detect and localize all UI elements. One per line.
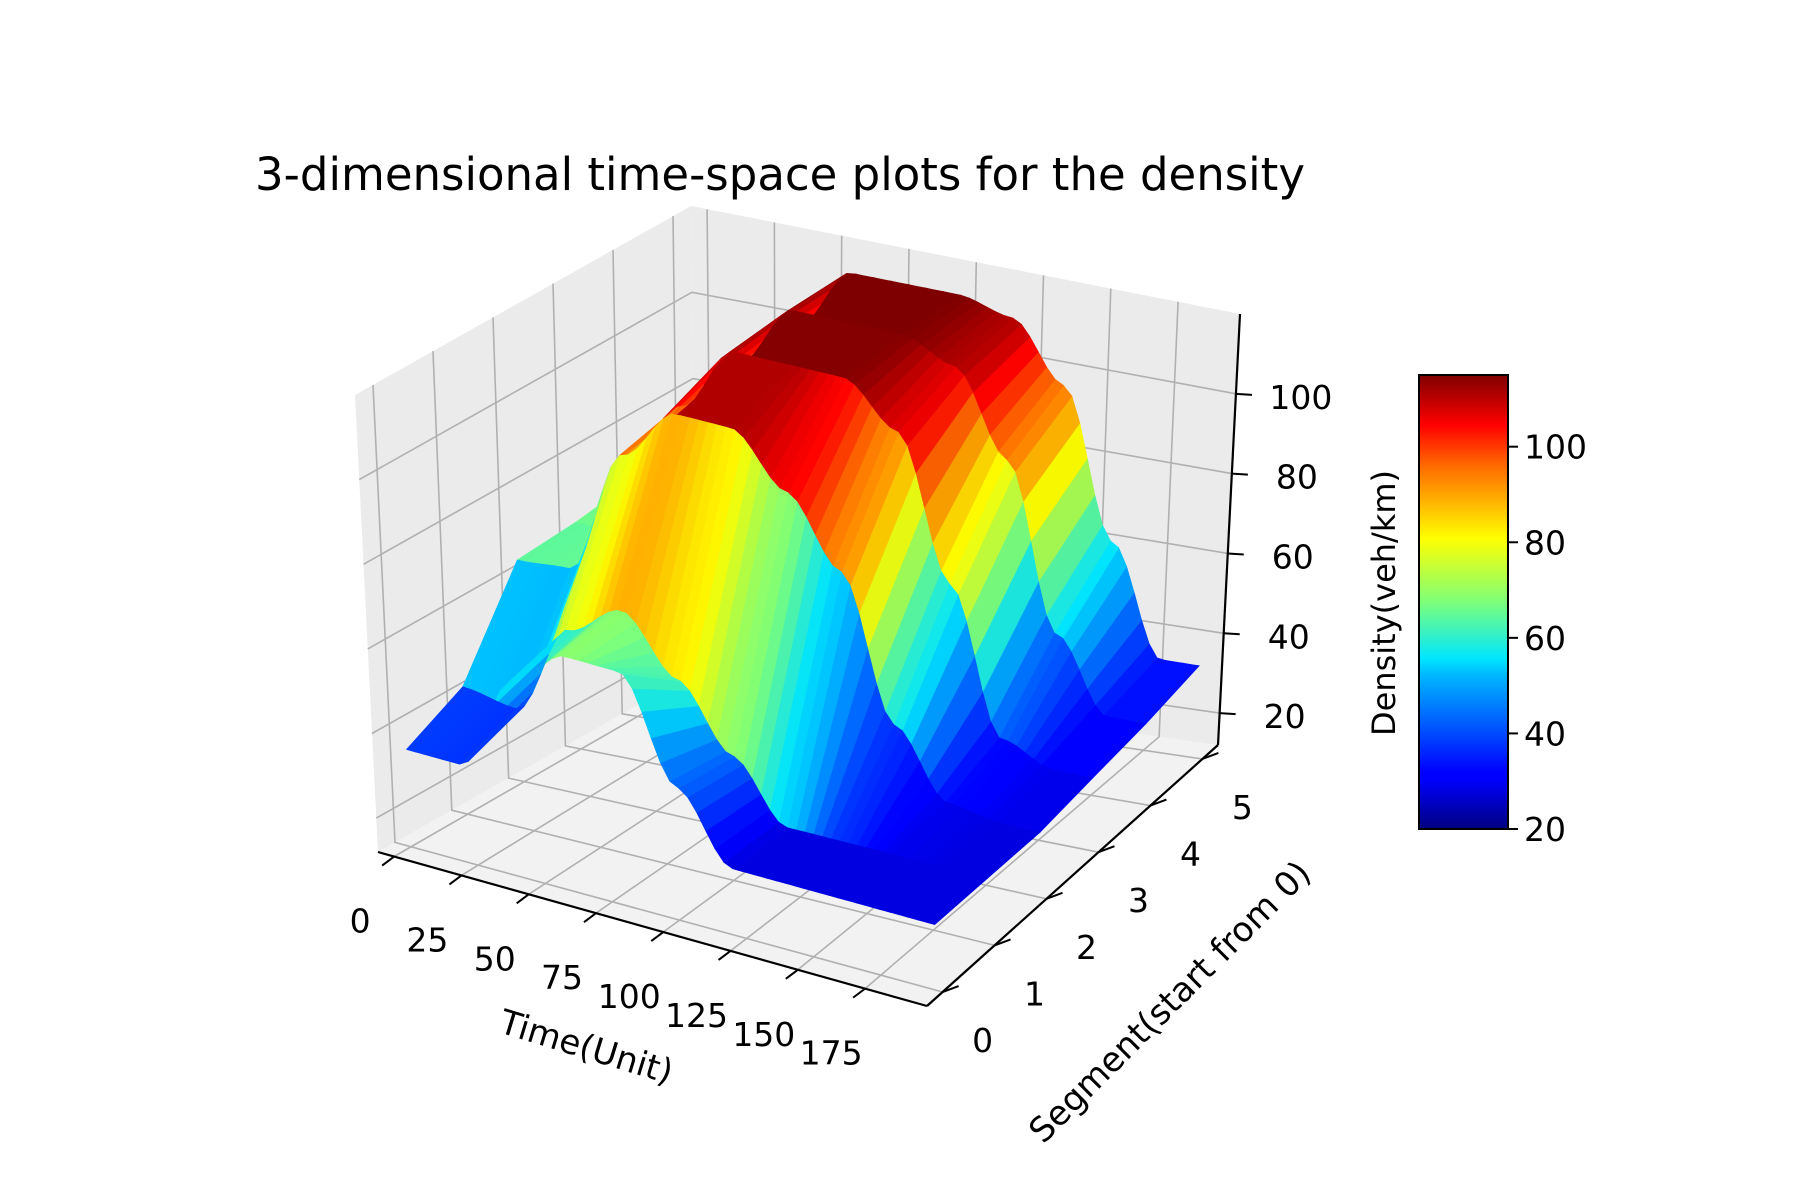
surface-facet [405, 686, 473, 753]
x-tick-label: 150 [732, 1015, 795, 1054]
z-tick-mark [1223, 632, 1240, 636]
x-tick-mark [516, 893, 530, 905]
chart-title: 3-dimensional time-space plots for the d… [255, 148, 1305, 201]
x-tick-mark [448, 874, 463, 886]
y-tick-mark [1202, 752, 1219, 760]
colorbar-gradient [1418, 374, 1509, 830]
y-tick-label: 0 [972, 1021, 993, 1060]
y-tick-mark [942, 985, 959, 993]
y-tick-mark [1098, 845, 1115, 854]
x-tick-mark [650, 931, 664, 942]
x-tick-label: 75 [541, 958, 583, 997]
y-axis-line [926, 744, 1219, 1007]
y-tick-mark [1046, 891, 1063, 900]
z-tick-mark [1227, 552, 1244, 556]
z-tick-label: 80 [1276, 458, 1318, 497]
x-tick-label: 25 [406, 920, 448, 959]
x-gridline [864, 301, 1179, 990]
x-tick-mark [785, 968, 799, 980]
z-tick-label: 60 [1272, 537, 1314, 576]
x-tick-label: 0 [350, 902, 371, 941]
left-back-pane [355, 206, 696, 852]
x-tick-label: 50 [474, 939, 516, 978]
x-tick-mark [583, 912, 597, 923]
z-tick-label: 20 [1264, 697, 1306, 736]
x-tick-label: 175 [800, 1034, 863, 1073]
y-axis-label: Segment(start from 0) [1021, 853, 1319, 1151]
x-axis-line [377, 850, 928, 1008]
colorbar-tick-label: 80 [1524, 523, 1566, 562]
y-tick-label: 3 [1128, 881, 1149, 920]
x-tick-mark [852, 987, 866, 999]
y-tick-label: 5 [1232, 788, 1253, 827]
colorbar-label: Density(veh/km) [1365, 470, 1403, 736]
colorbar-tick-label: 20 [1524, 810, 1566, 849]
z-axis-line [1216, 313, 1242, 746]
colorbar-tick-label: 60 [1524, 619, 1566, 658]
y-tick-mark [994, 938, 1011, 947]
z-gridline [358, 291, 1237, 481]
axis-lines [377, 313, 1242, 1008]
y-gridline [372, 384, 943, 993]
y-gridline [432, 351, 995, 947]
colorbar-tick-label: 100 [1524, 428, 1587, 467]
density-surface [405, 272, 1200, 925]
colorbar-tick-label: 40 [1524, 714, 1566, 753]
z-tick-label: 40 [1268, 617, 1310, 656]
x-tick-mark [381, 855, 395, 867]
colorbar: 20 40 60 80 100 Density(veh/km) [1365, 374, 1587, 849]
x-tick-label: 100 [598, 977, 661, 1016]
x-tick-mark [717, 950, 732, 961]
colorbar-ticks: 20 40 60 80 100 [1508, 428, 1587, 849]
z-tick-mark [1219, 712, 1236, 716]
x-tick-label: 125 [665, 996, 728, 1035]
y-tick-label: 4 [1180, 835, 1201, 874]
z-tick-label: 100 [1269, 378, 1332, 417]
y-tick-mark [1150, 798, 1167, 807]
z-tick-mark [1231, 472, 1248, 476]
z-tick-mark [1235, 392, 1252, 396]
y-tick-label: 2 [1076, 928, 1097, 967]
y-tick-label: 1 [1024, 974, 1045, 1013]
